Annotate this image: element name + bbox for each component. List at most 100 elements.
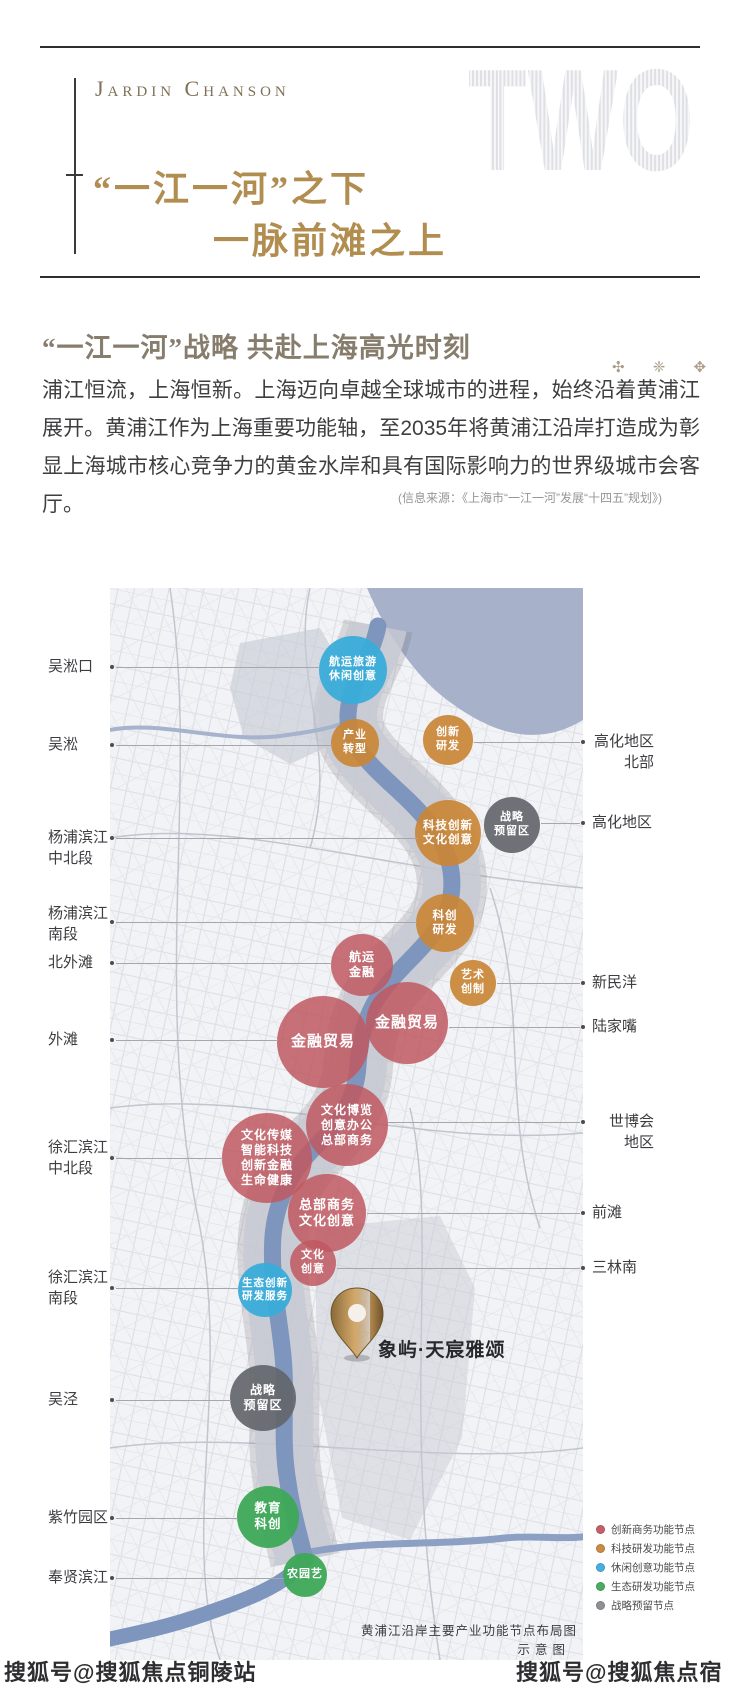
leader-line (388, 1122, 580, 1123)
river-west-reach (110, 1552, 313, 1647)
leader-dot (581, 740, 585, 744)
map-label-gaohua-north: 高化地区 北部 (593, 733, 654, 771)
map-label-zizhu-park: 紫竹园区 (48, 1509, 109, 1526)
leader-dot (110, 1516, 114, 1520)
map-node: 航运 金融 (331, 934, 393, 996)
legend-row: 创新商务功能节点 (596, 1522, 695, 1537)
chapter-watermark: TWO (468, 39, 696, 201)
leader-dot (110, 1576, 114, 1580)
map-caption: 黄浦江沿岸主要产业功能节点布局图 (360, 1624, 577, 1638)
map-label-xuhui-south: 徐汇滨江 南段 (48, 1269, 109, 1307)
map-label-north-bund: 北外滩 (48, 954, 94, 971)
leader-dot (110, 920, 114, 924)
map-node: 金融贸易 (277, 996, 369, 1088)
leader-line (474, 742, 580, 743)
leader-dot (110, 743, 114, 747)
legend-dot-eco (596, 1582, 605, 1591)
legend-row: 休闲创意功能节点 (596, 1560, 695, 1575)
leader-line (116, 922, 417, 923)
leader-dot (581, 1266, 585, 1270)
leader-line (497, 983, 580, 984)
map-node: 产业 转型 (331, 719, 379, 767)
brand-logotype: Jardin Chanson (95, 76, 290, 101)
map-node: 金融贸易 (366, 982, 448, 1064)
leader-line (116, 963, 332, 964)
map-label-qiantan: 前滩 (592, 1204, 623, 1221)
leader-line (116, 745, 332, 746)
map-node: 创新 研发 (423, 715, 473, 765)
map-node: 文化 创意 (290, 1240, 336, 1286)
leader-dot (110, 961, 114, 965)
legend-dot-leisure (596, 1563, 605, 1572)
legend-row: 生态研发功能节点 (596, 1579, 695, 1594)
leader-line (367, 1213, 580, 1214)
leader-line (449, 1027, 580, 1028)
legend-row: 科技研发功能节点 (596, 1541, 695, 1556)
top-rule (40, 46, 700, 48)
map-label-yangpu-north: 杨浦滨江 中北段 (48, 829, 109, 867)
map-node: 总部商务 文化创意 (288, 1174, 366, 1252)
leader-dot (110, 1398, 114, 1402)
legend-dot-strategic (596, 1601, 605, 1610)
leader-dot (581, 1025, 585, 1029)
brand-vertical-line (74, 78, 76, 254)
leader-line (337, 1268, 580, 1269)
map-label-wujing: 吴泾 (48, 1391, 79, 1408)
ornament-icons: ✣ ❈ ✥ (612, 359, 719, 376)
watermark-bottom-left: 搜狐号@搜狐焦点铜陵站 (4, 1660, 257, 1685)
riverfront-map: 航运旅游 休闲创意 产业 转型 创新 研发 战略 预留区 科技创新 文化创意 科创 研发 航… (110, 588, 583, 1660)
legend-row: 战略预留节点 (596, 1598, 674, 1613)
leader-line (116, 1040, 278, 1041)
leader-line (116, 1400, 231, 1401)
map-label-wusong: 吴淞 (48, 736, 79, 753)
map-label-xinminyang: 新民洋 (592, 974, 638, 991)
leader-line (116, 1158, 223, 1159)
leader-line (541, 823, 580, 824)
map-node: 科技创新 文化创意 (415, 800, 481, 866)
legend-dot-tech (596, 1544, 605, 1553)
project-marker-label: 象屿·天宸雅颂 (378, 1340, 506, 1361)
map-node: 农园艺 (283, 1553, 327, 1597)
map-node: 文化传媒 智能科技 创新金融 生命健康 (222, 1113, 312, 1203)
leader-dot (581, 1120, 585, 1124)
map-label-wusongkou: 吴淞口 (48, 658, 94, 675)
map-label-gaohua: 高化地区 (592, 814, 653, 831)
map-node: 航运旅游 休闲创意 (319, 636, 387, 704)
map-label-fengxian: 奉贤滨江 (48, 1569, 109, 1586)
map-label-yangpu-south: 杨浦滨江 南段 (48, 905, 109, 943)
leader-dot (110, 1038, 114, 1042)
leader-line (116, 1288, 239, 1289)
headline-line-1: “一江一河”之下 (93, 169, 370, 209)
leader-dot (110, 1156, 114, 1160)
leader-line (116, 1578, 284, 1579)
body-paragraph: 浦江恒流，上海恒新。上海迈向卓越全球城市的进程，始终沿着黄浦江展开。黄浦江作为上… (42, 379, 700, 516)
legend-dot-business (596, 1525, 605, 1534)
leader-dot (581, 821, 585, 825)
leader-line (116, 838, 418, 839)
leader-line (116, 1518, 238, 1519)
headline-line-2: 一脉前滩之上 (213, 221, 448, 261)
map-label-xuhui-north: 徐汇滨江 中北段 (48, 1139, 109, 1177)
source-citation: (信息来源：《上海市“一江一河”发展“十四五”规划》) (398, 491, 662, 505)
map-node: 教育 科创 (237, 1486, 299, 1548)
map-label-expo-area: 世博会 地区 (608, 1113, 654, 1151)
east-channel (304, 1533, 583, 1557)
north-creek (110, 718, 351, 740)
watermark-bottom-right: 搜狐号@搜狐焦点宿州站 (516, 1660, 723, 1685)
map-node: 生态创新 研发服务 (238, 1263, 292, 1317)
map-label-lujiazui: 陆家嘴 (592, 1018, 638, 1035)
map-node: 文化博览 创意办公 总部商务 (306, 1084, 388, 1166)
map-label-sanlin-south: 三林南 (592, 1259, 638, 1276)
leader-dot (110, 1286, 114, 1290)
leader-dot (110, 665, 114, 669)
map-label-bund: 外滩 (48, 1031, 79, 1048)
brand-line-tick (66, 174, 83, 176)
map-caption-subtitle: 示意图 (517, 1643, 570, 1657)
map-node: 战略 预留区 (230, 1365, 296, 1431)
leader-dot (581, 1211, 585, 1215)
leader-dot (581, 981, 585, 985)
project-pin (330, 1287, 384, 1362)
sea-water (367, 588, 583, 735)
section-heading: “一江一河”战略 共赴上海高光时刻 (42, 333, 471, 363)
